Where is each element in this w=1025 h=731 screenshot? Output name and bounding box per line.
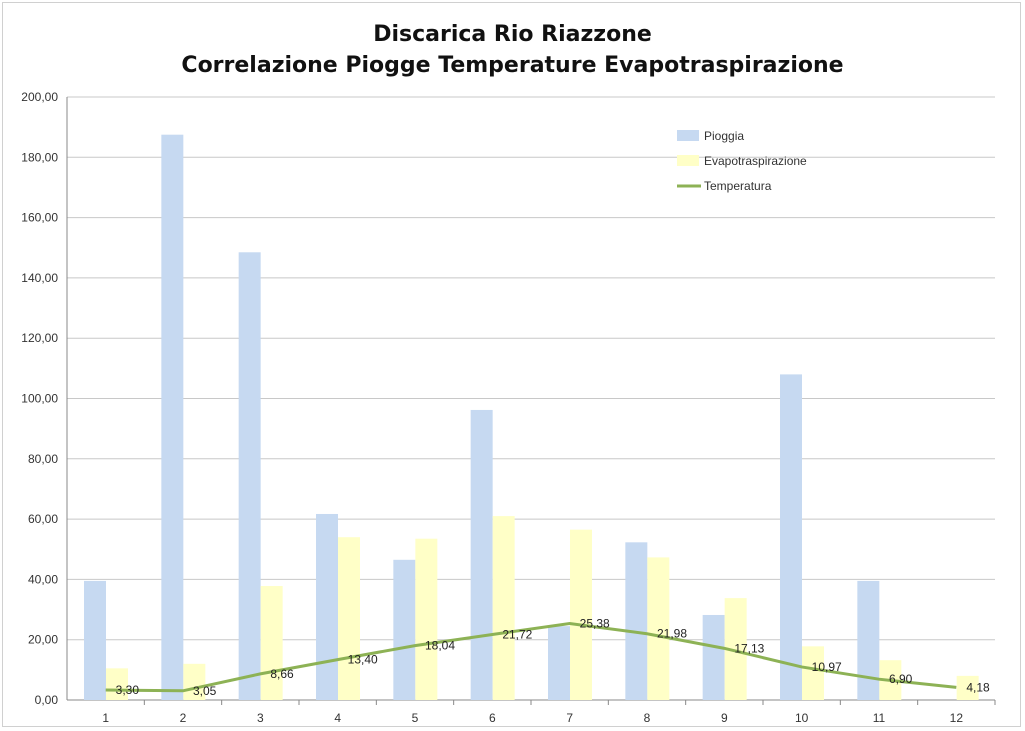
temperature-data-label: 10,97 (812, 660, 842, 674)
temperature-labels: 3,30 3,05 8,66 13,40 18,04 21,72 25,38 21,98 17,… (116, 616, 990, 697)
x-axis-ticks: 1 2 3 4 5 6 7 8 9 10 11 12 (102, 700, 996, 725)
bar-evapotraspirazione (570, 529, 592, 700)
x-tick-label: 2 (180, 711, 187, 725)
y-tick-label: 80,00 (28, 452, 58, 466)
y-tick-label: 160,00 (21, 211, 58, 225)
temperature-data-label: 25,38 (580, 616, 610, 630)
bar-pioggia (857, 580, 880, 700)
x-tick-label: 1 (102, 711, 109, 725)
x-tick-label: 6 (489, 711, 496, 725)
bar-pioggia (238, 252, 261, 700)
temperature-data-label: 18,04 (425, 639, 455, 653)
legend: Pioggia Evapotraspirazione Temperatura (677, 129, 807, 193)
y-tick-label: 140,00 (21, 271, 58, 285)
bar-pioggia (316, 513, 338, 700)
bar-evapotraspirazione (956, 675, 979, 700)
x-tick-label: 11 (873, 711, 886, 725)
legend-label-evapotraspirazione: Evapotraspirazione (704, 154, 807, 168)
bar-evapotraspirazione (106, 668, 128, 700)
bar-pioggia (84, 580, 106, 700)
bar-pioggia (161, 134, 184, 700)
temperature-data-label: 3,30 (116, 683, 140, 697)
legend-swatch-evapotraspirazione (677, 155, 699, 166)
y-tick-label: 0,00 (35, 693, 59, 707)
bar-evapotraspirazione (802, 646, 824, 700)
y-tick-label: 200,00 (21, 90, 58, 104)
bars (84, 134, 979, 700)
temperature-data-label: 6,90 (889, 672, 913, 686)
chart-title-line2: Correlazione Piogge Temperature Evapotra… (181, 53, 844, 78)
y-tick-label: 20,00 (28, 633, 58, 647)
x-tick-label: 9 (721, 711, 728, 725)
x-tick-label: 8 (644, 711, 651, 725)
bar-evapotraspirazione (260, 586, 283, 700)
y-tick-label: 60,00 (28, 512, 58, 526)
temperature-data-label: 8,66 (270, 667, 294, 681)
y-tick-label: 180,00 (21, 150, 58, 164)
bar-pioggia (470, 409, 493, 700)
bar-evapotraspirazione (724, 598, 747, 700)
temperature-line (105, 621, 957, 693)
bar-pioggia (393, 559, 416, 700)
x-tick-label: 3 (257, 711, 264, 725)
x-tick-label: 12 (950, 711, 964, 725)
bar-evapotraspirazione (492, 516, 515, 700)
x-tick-label: 7 (566, 711, 573, 725)
legend-swatch-pioggia (677, 130, 699, 141)
bar-pioggia (702, 614, 725, 700)
gridlines (66, 96, 995, 701)
bar-evapotraspirazione (415, 538, 438, 700)
x-tick-label: 5 (412, 711, 419, 725)
legend-label-pioggia: Pioggia (704, 129, 744, 143)
temperature-data-label: 17,13 (734, 641, 764, 655)
temperature-data-label: 3,05 (193, 684, 217, 698)
bar-pioggia (780, 374, 802, 700)
y-axis-ticks: 0,00 20,00 40,00 60,00 80,00 100,00 120,00 140,… (21, 90, 58, 707)
y-tick-label: 120,00 (21, 331, 58, 345)
legend-label-temperatura: Temperatura (704, 179, 772, 193)
bar-evapotraspirazione (647, 557, 670, 700)
y-tick-label: 40,00 (28, 572, 58, 586)
x-tick-label: 4 (334, 711, 341, 725)
temperature-data-label: 4,18 (966, 680, 990, 694)
bar-pioggia (625, 542, 648, 700)
y-tick-label: 100,00 (21, 392, 58, 406)
temperature-data-label: 21,72 (502, 628, 532, 642)
bar-evapotraspirazione (338, 537, 360, 700)
chart-title-line1: Discarica Rio Riazzone (373, 22, 652, 47)
bar-pioggia (548, 626, 570, 700)
temperature-data-label: 21,98 (657, 627, 687, 641)
temperature-series-line (105, 621, 957, 693)
temperature-data-label: 13,40 (348, 653, 378, 667)
x-tick-label: 10 (795, 711, 809, 725)
